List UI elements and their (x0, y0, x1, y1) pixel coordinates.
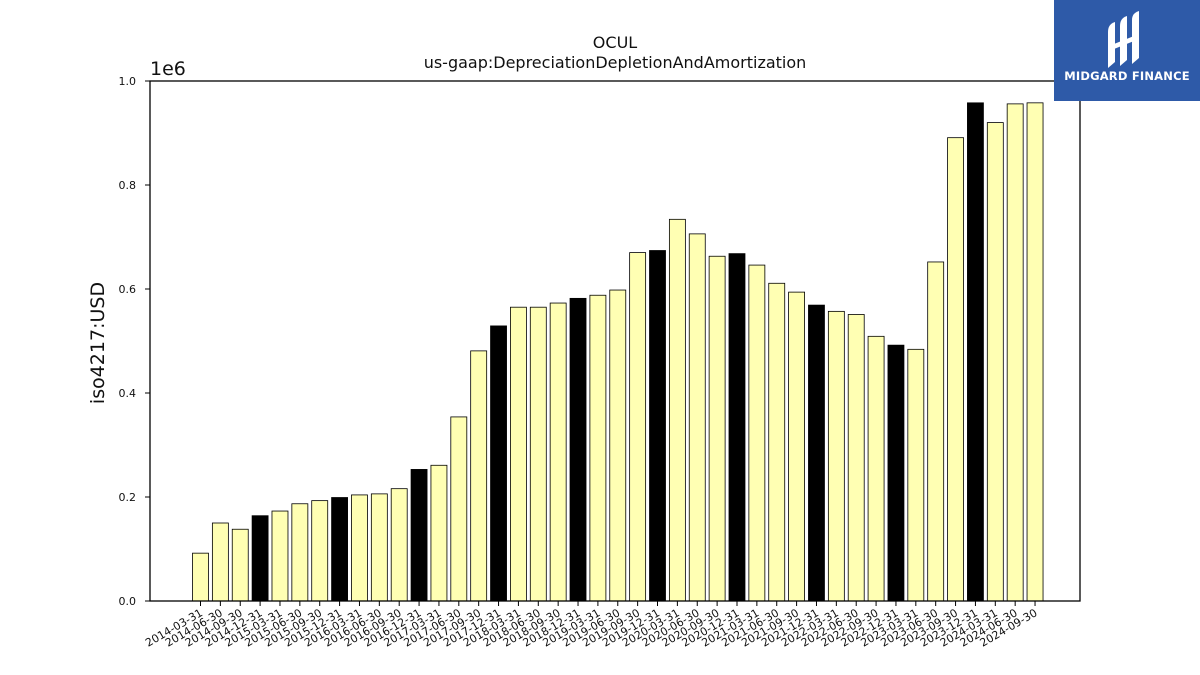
bar-2021-03-31 (748, 264, 766, 602)
y-tick-label: 0.4 (119, 387, 137, 400)
y-tick-label: 0.6 (119, 283, 137, 296)
bar-2015-09-30 (311, 500, 329, 602)
bar-2022-03-31 (827, 310, 845, 602)
y-tick-label: 0.2 (119, 491, 137, 504)
y-axis-label: iso4217:USD (87, 282, 109, 404)
chart-title: OCUL (593, 33, 637, 52)
bar-2023-03-31 (907, 348, 925, 602)
bar-2015-12-31 (331, 497, 348, 602)
bar-2023-12-31 (967, 102, 984, 602)
bar-2024-06-30 (1006, 103, 1024, 602)
bar-2016-12-31 (410, 469, 428, 602)
bar-2018-12-31 (569, 297, 587, 602)
bar-2023-06-30 (927, 261, 945, 602)
x-axis: 2014-03-312014-06-302014-09-302014-12-31… (143, 601, 1040, 650)
bar-2019-09-30 (629, 252, 647, 602)
bar-2021-12-31 (808, 304, 825, 602)
bar-2022-06-30 (847, 314, 865, 602)
bar-2019-03-31 (589, 294, 607, 602)
midgard-finance-logo: MIDGARD FINANCE (1054, 0, 1200, 101)
bar-2017-09-30 (470, 350, 488, 602)
bar-2019-12-31 (649, 250, 666, 602)
bar-2020-09-30 (708, 255, 726, 602)
bar-2018-06-30 (529, 306, 547, 602)
bar-2014-12-31 (251, 515, 269, 602)
bar-2018-09-30 (549, 302, 567, 602)
bar-2019-06-30 (609, 289, 627, 602)
bar-2021-09-30 (788, 291, 805, 602)
bar-2022-12-31 (887, 344, 905, 602)
bar-2014-06-30 (211, 522, 229, 602)
bar-2020-06-30 (688, 233, 706, 602)
bar-2022-09-30 (867, 335, 885, 602)
brand-name: MIDGARD FINANCE (1064, 69, 1190, 83)
bar-2015-06-30 (291, 503, 309, 602)
bar-2023-09-30 (947, 137, 964, 602)
bar-2018-03-31 (510, 306, 527, 602)
y-tick-label: 0.0 (119, 595, 137, 608)
y-tick-label: 1.0 (119, 75, 137, 88)
bar-2015-03-31 (271, 510, 289, 602)
bar-2017-06-30 (450, 416, 468, 602)
bars-group (192, 102, 1044, 602)
bar-2017-03-31 (430, 464, 448, 602)
bar-2016-03-31 (351, 494, 368, 602)
plot-frame (149, 80, 1081, 602)
bar-2024-09-30 (1026, 102, 1044, 602)
bar-2020-12-31 (728, 253, 746, 602)
chart-subtitle: us-gaap:DepreciationDepletionAndAmortiza… (424, 53, 807, 72)
bar-2016-09-30 (390, 488, 408, 602)
y-tick-label: 0.8 (119, 179, 137, 192)
y-multiplier-label: 1e6 (150, 58, 186, 80)
bar-2017-12-31 (490, 325, 507, 602)
bar-2016-06-30 (370, 493, 388, 602)
bar-2014-03-31 (192, 552, 209, 602)
bar-2020-03-31 (668, 218, 686, 602)
bar-2024-03-31 (986, 122, 1004, 602)
bar-2021-06-30 (768, 282, 786, 602)
logo-mark-icon (1108, 11, 1139, 68)
y-axis: 0.0 0.2 0.4 0.6 0.8 1.0 (119, 75, 150, 608)
bar-2014-09-30 (231, 528, 249, 602)
